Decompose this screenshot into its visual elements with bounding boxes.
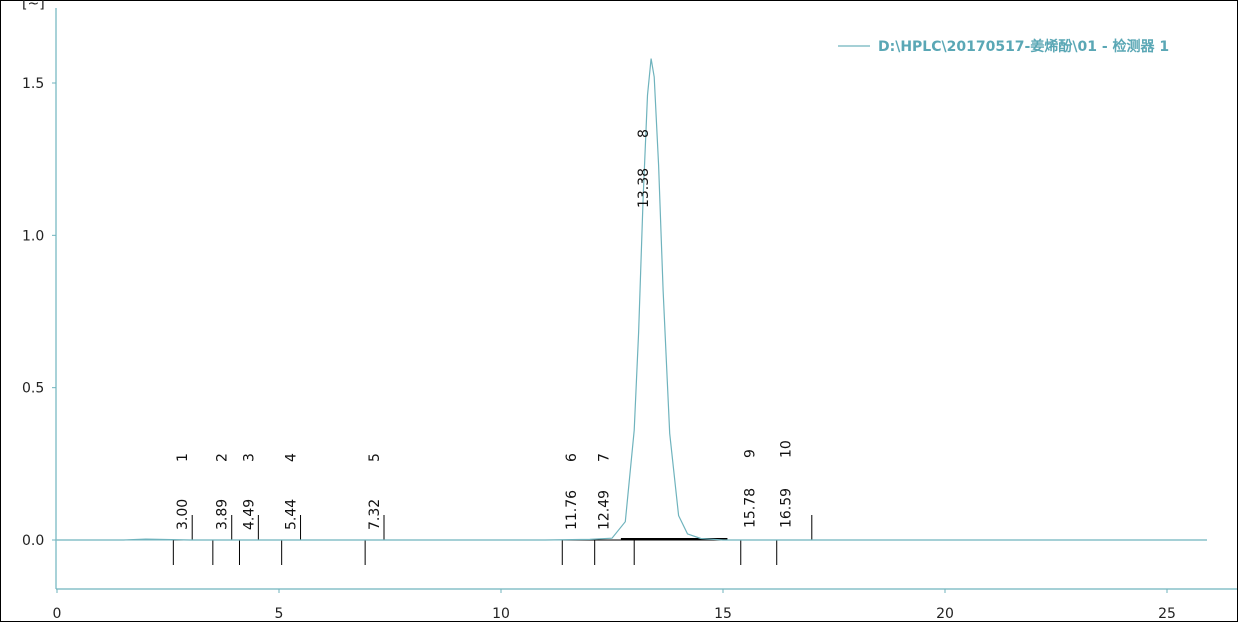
peak-rt-label: 11.76 (564, 490, 580, 530)
legend: D:\HPLC\20170517-姜烯酚\01 - 检测器 1 (838, 38, 1169, 55)
peak-number-label: 7 (597, 453, 613, 462)
x-tick-label: 25 (1158, 606, 1176, 622)
axes (55, 8, 1237, 590)
peak-number-label: 4 (284, 453, 300, 462)
x-tick-label: 0 (53, 606, 62, 622)
peak-labels: 3.00 1 3.89 2 4.49 3 5.44 4 7.32 5 11.76 6 12.49 7 13.… (175, 129, 794, 530)
peak-rt-label: 12.49 (597, 490, 613, 530)
peak-rt-label: 5.44 (284, 499, 300, 530)
peak-number-label: 9 (743, 449, 759, 458)
peak-number-label: 6 (564, 453, 580, 462)
peak-number-label: 1 (175, 453, 191, 462)
peak-rt-label: 3.89 (215, 499, 231, 530)
top-left-cutoff (1, 1, 56, 7)
peak-rt-label: 16.59 (779, 488, 795, 528)
chromatogram-trace (57, 58, 1207, 541)
peak-rt-label: 15.78 (743, 488, 759, 528)
trace-group (57, 58, 1207, 541)
peak-rt-label: 13.38 (636, 168, 652, 208)
x-tick-label: 10 (492, 606, 510, 622)
x-tick-label: 15 (714, 606, 732, 622)
peak-rt-label: 3.00 (175, 499, 191, 530)
ticks: 0 5 10 15 20 250.00.51.01.5 (22, 76, 1176, 622)
peak-number-label: 3 (241, 453, 257, 462)
peak-rt-label: 7.32 (367, 499, 383, 530)
peak-number-label: 10 (779, 440, 795, 458)
x-tick-label: 20 (936, 606, 954, 622)
x-tick-label: 5 (275, 606, 284, 622)
legend-series-name: D:\HPLC\20170517-姜烯酚\01 - 检测器 1 (878, 38, 1169, 55)
y-tick-label: 1.5 (22, 76, 44, 92)
peak-number-label: 5 (367, 453, 383, 462)
y-tick-label: 1.0 (22, 228, 44, 244)
y-unit-fragment: [~] (22, 0, 45, 12)
y-tick-label: 0.5 (22, 381, 44, 397)
peak-rt-label: 4.49 (241, 499, 257, 530)
y-tick-label: 0.0 (22, 533, 44, 549)
peak-number-label: 2 (215, 453, 231, 462)
peak-number-label: 8 (636, 129, 652, 138)
